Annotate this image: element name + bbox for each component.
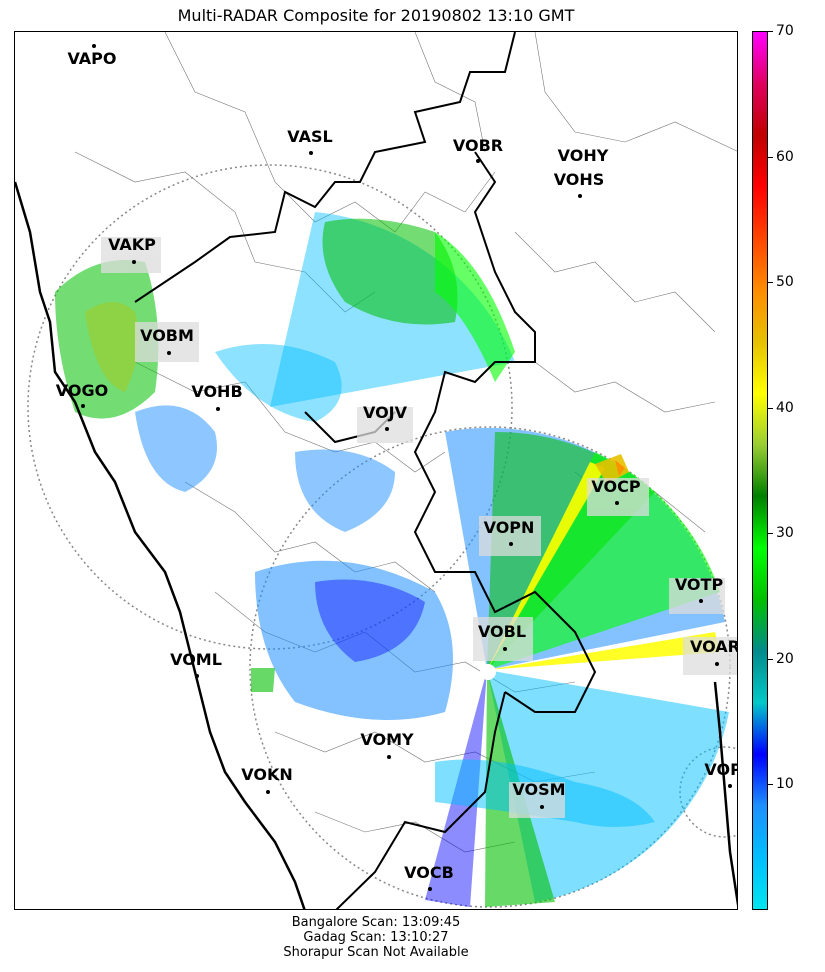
colorbar-tick-mark	[768, 784, 773, 786]
station-dot-vosm	[540, 805, 544, 809]
radar-map[interactable]: VAPO VASL VOBR VOHY VOHS VAKP VOBM VOGO …	[14, 31, 738, 910]
station-label-vobl: VOBL	[477, 622, 527, 641]
coastline	[15, 181, 306, 909]
station-label-vohs: VOHS	[553, 170, 605, 189]
colorbar-tick-mark	[768, 282, 773, 284]
station-label-vapo: VAPO	[67, 49, 117, 68]
station-label-vobm: VOBM	[140, 326, 194, 345]
station-label-vojv: VOJV	[362, 403, 408, 422]
station-label-vobr: VOBR	[452, 136, 504, 155]
station-dot-vopn	[509, 542, 513, 546]
station-dot-voml	[195, 674, 199, 678]
station-label-voml: VOML	[170, 650, 222, 669]
footer-shorapur-scan: Shorapur Scan Not Available	[283, 945, 469, 960]
station-dot-vokn	[266, 790, 270, 794]
reflectivity-colorbar	[752, 31, 768, 910]
station-dot-vobl	[503, 647, 507, 651]
station-dot-vasl	[309, 151, 313, 155]
station-label-vomy: VOMY	[360, 730, 414, 749]
colorbar-tick-label: 40	[776, 399, 794, 416]
station-label-vogo: VOGO	[55, 381, 109, 400]
state-boundaries	[134, 32, 597, 909]
colorbar-tick-mark	[768, 31, 773, 32]
station-dot-vomy	[387, 755, 391, 759]
station-dot-vohb	[216, 407, 220, 411]
colorbar-tick-mark	[768, 407, 773, 409]
radar-center	[480, 664, 496, 680]
station-label-vocp: VOCP	[591, 477, 641, 496]
station-label-vopn: VOPN	[483, 518, 535, 537]
map-title: Multi-RADAR Composite for 20190802 13:10…	[177, 6, 575, 25]
station-dot-vohs	[578, 194, 582, 198]
station-dot-vocb	[428, 887, 432, 891]
station-label-vopc: VOPC	[704, 760, 737, 779]
colorbar-tick-label: 30	[776, 525, 794, 542]
station-label-vakp: VAKP	[108, 235, 156, 254]
station-dot-vobm	[167, 351, 171, 355]
station-dot-vobr	[476, 159, 480, 163]
station-dot-vopc	[728, 784, 732, 788]
east-coastline	[713, 681, 737, 907]
station-dot-vogo	[81, 404, 85, 408]
colorbar-tick-label: 50	[776, 274, 794, 291]
station-dot-votp	[699, 599, 703, 603]
colorbar-tick-mark	[768, 658, 773, 660]
station-label-voar: VOAR	[690, 637, 738, 656]
colorbar-tick-label: 70	[776, 23, 794, 39]
station-label-vohy: VOHY	[557, 146, 609, 165]
station-label-votp: VOTP	[674, 575, 724, 594]
colorbar-tick-mark	[768, 533, 773, 535]
colorbar-tick-label: 20	[776, 650, 794, 667]
station-dot-voar	[715, 662, 719, 666]
map-canvas	[15, 32, 737, 909]
colorbar-tick-label: 10	[776, 776, 794, 793]
station-highlights	[101, 237, 737, 818]
station-dot-vapo	[92, 44, 96, 48]
station-label-vasl: VASL	[287, 127, 333, 146]
colorbar-tick-label: 60	[776, 148, 794, 165]
station-dot-vakp	[132, 260, 136, 264]
station-label-vohb: VOHB	[191, 382, 243, 401]
station-dot-vojv	[385, 427, 389, 431]
footer-bangalore-scan: Bangalore Scan: 13:09:45	[291, 915, 461, 930]
station-label-vosm: VOSM	[512, 780, 566, 799]
station-label-vocb: VOCB	[404, 863, 454, 882]
station-label-vokn: VOKN	[241, 765, 293, 784]
footer-gadag-scan: Gadag Scan: 13:10:27	[303, 930, 449, 945]
colorbar-tick-mark	[768, 156, 773, 158]
station-dot-vocp	[615, 501, 619, 505]
